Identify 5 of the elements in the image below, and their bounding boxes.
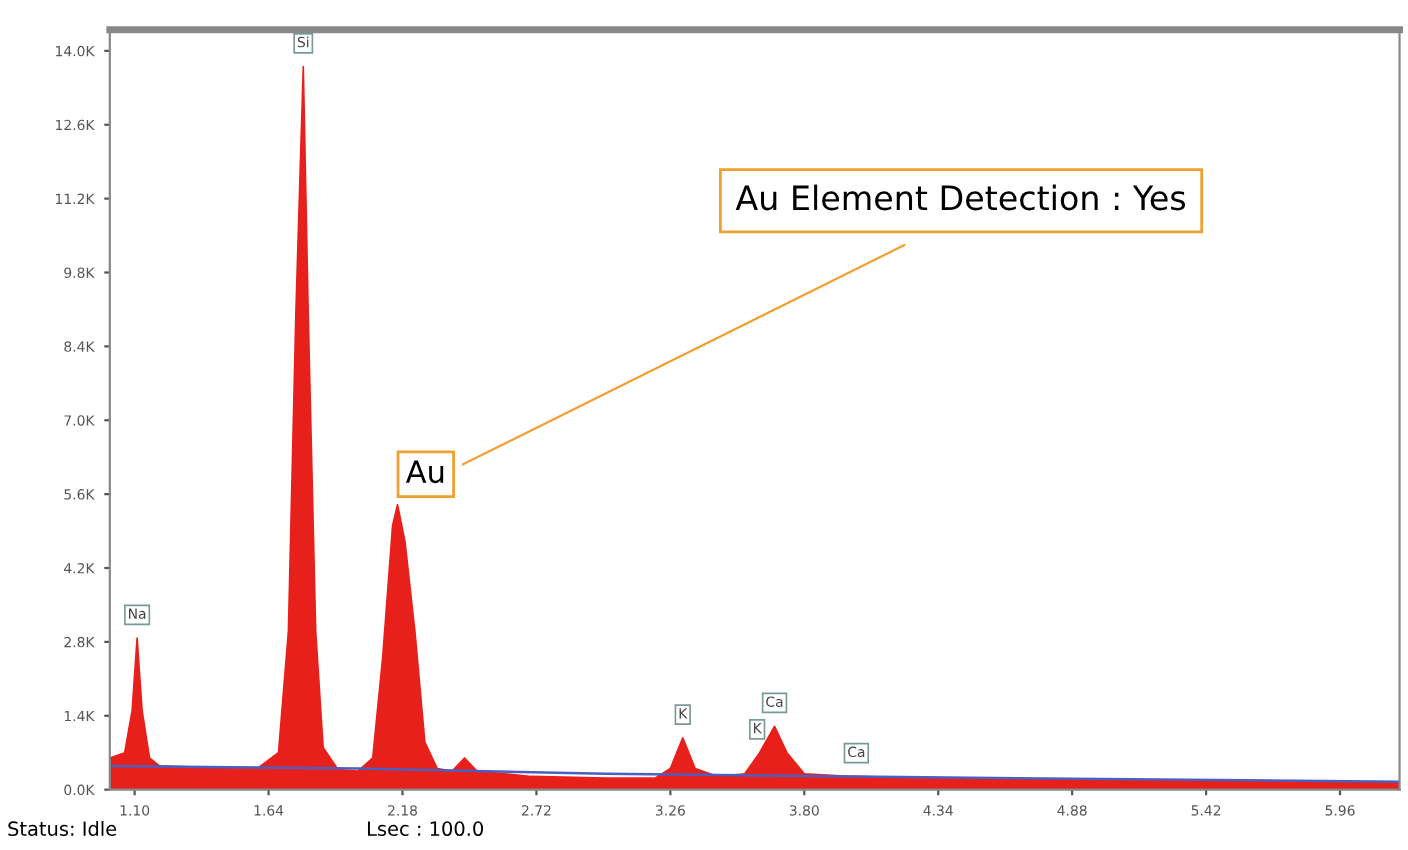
text: Status: Idle [8, 820, 117, 837]
text: Lsec : 100.0 [367, 821, 483, 837]
annotation: Au [405, 460, 444, 484]
line-series [109, 764, 1400, 783]
annotation: Au Element Detection : Yes [735, 184, 1186, 211]
